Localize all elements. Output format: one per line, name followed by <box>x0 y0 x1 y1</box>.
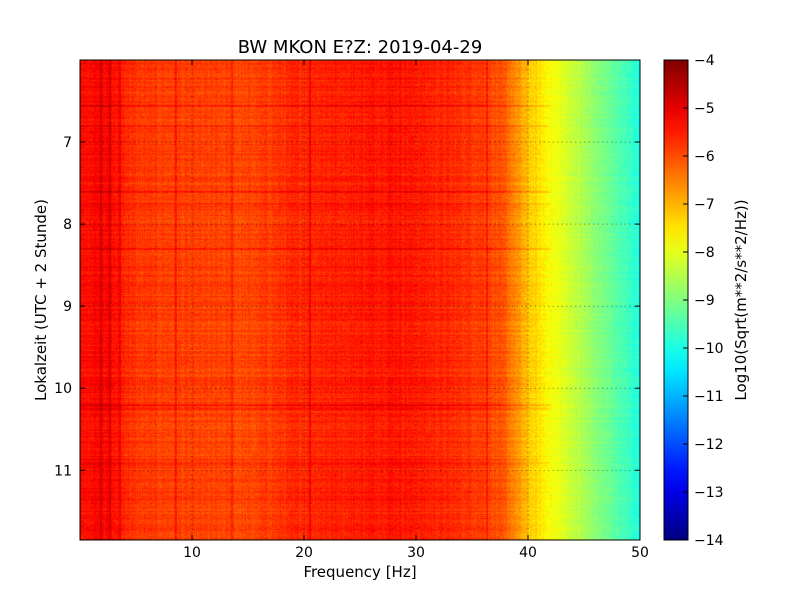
x-tick-label: 10 <box>183 545 201 561</box>
colorbar-title: Log10(Sqrt(m**2/s**2/Hz)) <box>732 199 750 400</box>
x-tick-label: 30 <box>407 545 425 561</box>
x-tick-label: 20 <box>295 545 313 561</box>
spectrogram-heatmap <box>80 60 640 540</box>
y-tick-label: 9 <box>63 299 72 315</box>
x-tick-label: 50 <box>631 545 649 561</box>
colorbar-tick-label: −7 <box>694 197 715 213</box>
colorbar-tick-label: −9 <box>694 293 715 309</box>
x-tick-label: 40 <box>519 545 537 561</box>
colorbar: −4 −5 −6 −7 −8 −9 −10 −11 −12 −13 −14 <box>663 53 724 549</box>
colorbar-tick-label: −6 <box>694 149 715 165</box>
x-axis-ticks: 10 20 30 40 50 <box>183 60 649 561</box>
colorbar-tick-label: −13 <box>694 485 724 501</box>
colorbar-tick-label: −10 <box>694 341 724 357</box>
plot-area: 10 20 30 40 50 7 8 9 10 11 <box>54 59 649 561</box>
colorbar-tick-label: −8 <box>694 245 715 261</box>
colorbar-tick-label: −12 <box>694 437 724 453</box>
chart-title: BW MKON E?Z: 2019-04-29 <box>238 37 483 58</box>
colorbar-tick-label: −11 <box>694 389 724 405</box>
y-tick-label: 7 <box>63 135 72 151</box>
plot-frame <box>79 59 641 541</box>
grid-lines <box>80 60 640 540</box>
y-axis-ticks: 7 8 9 10 11 <box>54 135 640 479</box>
colorbar-ticks: −4 −5 −6 −7 −8 −9 −10 −11 −12 −13 −14 <box>683 53 724 549</box>
y-tick-label: 11 <box>54 463 72 479</box>
y-axis-title: Lokalzeit (UTC + 2 Stunde) <box>32 199 50 401</box>
colorbar-tick-label: −14 <box>694 533 724 549</box>
y-tick-label: 10 <box>54 381 72 397</box>
x-axis-title: Frequency [Hz] <box>303 563 416 581</box>
y-tick-label: 8 <box>63 217 72 233</box>
colorbar-tick-label: −4 <box>694 53 715 69</box>
colorbar-tick-label: −5 <box>694 101 715 117</box>
